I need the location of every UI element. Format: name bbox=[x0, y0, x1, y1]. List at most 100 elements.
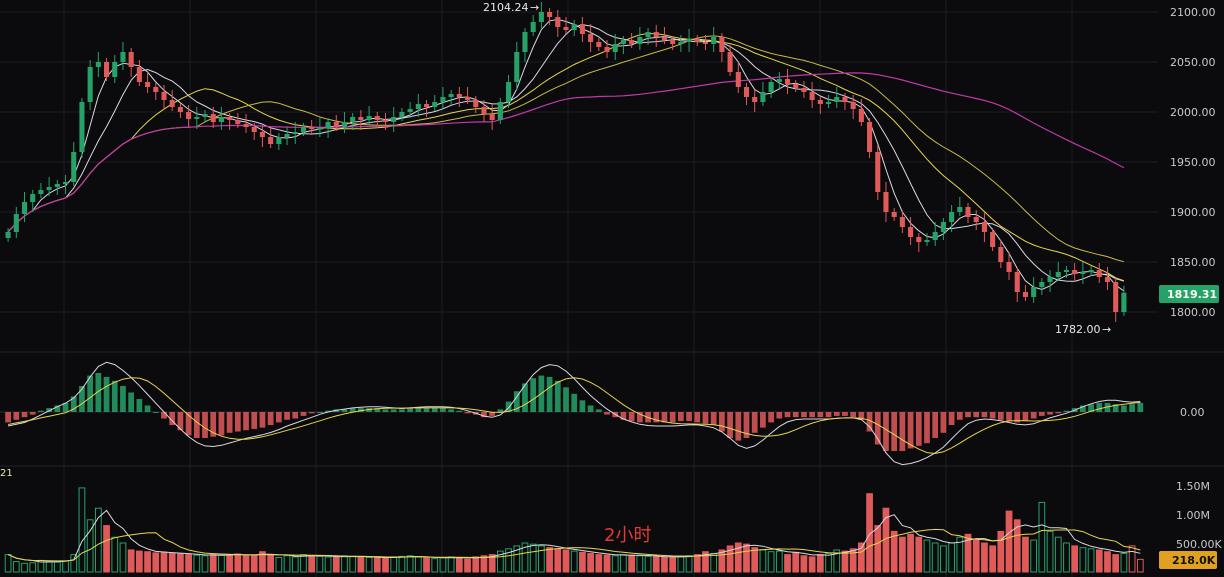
candle-body bbox=[596, 42, 602, 47]
macd-bar bbox=[111, 380, 118, 412]
macd-bar bbox=[497, 409, 504, 412]
volume-bar bbox=[923, 539, 931, 573]
volume-bar bbox=[931, 542, 939, 573]
volume-bar bbox=[529, 543, 537, 573]
volume-bar bbox=[414, 556, 422, 573]
macd-bar bbox=[374, 408, 381, 412]
candle-body bbox=[423, 104, 430, 107]
volume-bar bbox=[743, 543, 750, 573]
volume-bar bbox=[685, 555, 693, 573]
candle-body bbox=[1039, 282, 1045, 287]
candle-body bbox=[1104, 277, 1111, 282]
volume-bar bbox=[316, 555, 324, 573]
macd-bar bbox=[842, 412, 848, 416]
candle-body bbox=[145, 82, 151, 87]
volume-bar bbox=[661, 557, 668, 573]
candle-body bbox=[79, 102, 85, 152]
volume-bar bbox=[382, 557, 389, 573]
volume-bar bbox=[611, 555, 619, 573]
volume-bar bbox=[948, 542, 955, 573]
macd-bar bbox=[366, 408, 372, 412]
price-tick-label: 2050.00 bbox=[1170, 56, 1216, 69]
macd-bar bbox=[587, 405, 594, 412]
volume-bar bbox=[759, 549, 767, 573]
price-tick-label: 1950.00 bbox=[1170, 156, 1216, 169]
macd-bar bbox=[1137, 402, 1144, 412]
macd-bar bbox=[858, 412, 865, 420]
price-tick-label: 2000.00 bbox=[1170, 106, 1216, 119]
volume-bar bbox=[201, 555, 209, 573]
candle-body bbox=[227, 117, 233, 120]
macd-bar bbox=[226, 412, 233, 433]
volume-bar bbox=[332, 557, 340, 573]
macd-bar bbox=[956, 412, 963, 420]
volume-bar bbox=[702, 551, 709, 573]
volume-bar bbox=[111, 536, 119, 573]
candle-body bbox=[284, 134, 290, 137]
candle-body bbox=[489, 114, 495, 120]
volume-bar bbox=[242, 555, 250, 573]
volume-ma-fast-line bbox=[7, 509, 1141, 563]
macd-bar bbox=[267, 412, 274, 425]
volume-bar bbox=[259, 551, 266, 573]
macd-histogram bbox=[0, 361, 1144, 466]
candle-body bbox=[366, 116, 372, 120]
volume-bar bbox=[283, 555, 291, 573]
macd-bar bbox=[751, 412, 758, 433]
macd-bar bbox=[251, 412, 258, 429]
macd-bar bbox=[456, 410, 463, 412]
macd-bar bbox=[234, 412, 241, 432]
macd-bar bbox=[341, 409, 348, 412]
candle-body bbox=[276, 137, 282, 144]
volume-bar bbox=[1063, 542, 1070, 573]
macd-bar bbox=[259, 412, 266, 428]
volume-bar bbox=[669, 556, 677, 573]
macd-bar bbox=[620, 412, 627, 420]
candle-body bbox=[407, 109, 413, 112]
candle-body bbox=[1022, 292, 1028, 297]
macd-bar bbox=[489, 412, 496, 416]
macd-bar bbox=[1014, 412, 1021, 423]
volume-bar bbox=[365, 557, 373, 573]
candle-body bbox=[448, 94, 454, 97]
macd-bar bbox=[1047, 412, 1053, 415]
volume-bar bbox=[792, 551, 800, 573]
low-price-label: 1782.00 bbox=[1055, 323, 1101, 336]
macd-signal-line bbox=[8, 377, 1141, 455]
candle-body bbox=[202, 114, 208, 117]
volume-tick-label: 1.50M bbox=[1176, 480, 1210, 493]
macd-bar bbox=[1129, 404, 1135, 412]
volume-bar bbox=[398, 555, 406, 573]
macd-bar bbox=[1038, 412, 1045, 416]
candle-body bbox=[924, 240, 930, 242]
volume-bar bbox=[127, 549, 135, 573]
volume-bar bbox=[636, 555, 644, 573]
candle-body bbox=[71, 152, 77, 182]
macd-bar bbox=[13, 412, 20, 420]
candle-body bbox=[867, 122, 873, 152]
current-volume-value: 218.0K bbox=[1172, 554, 1216, 567]
volume-bar bbox=[816, 554, 824, 573]
macd-bar bbox=[1055, 412, 1062, 414]
volume-bar bbox=[1054, 536, 1062, 573]
volume-bar bbox=[464, 558, 471, 573]
volume-bar bbox=[21, 562, 28, 573]
candle-body bbox=[104, 62, 110, 77]
volume-bar bbox=[12, 561, 20, 573]
macd-bar bbox=[46, 408, 52, 412]
macd-bar bbox=[866, 412, 873, 432]
macd-bar bbox=[103, 376, 110, 412]
volume-bar bbox=[1030, 539, 1038, 573]
macd-bar bbox=[243, 412, 249, 431]
macd-bar bbox=[349, 408, 356, 412]
volume-bar bbox=[997, 530, 1005, 573]
volume-bar bbox=[185, 554, 192, 573]
volume-bar bbox=[587, 552, 594, 573]
price-candles bbox=[5, 2, 1127, 322]
volume-bar bbox=[603, 554, 611, 573]
candle-body bbox=[743, 87, 750, 97]
candle-body bbox=[136, 67, 142, 82]
macd-bar bbox=[686, 412, 692, 422]
volume-bar bbox=[620, 554, 627, 573]
